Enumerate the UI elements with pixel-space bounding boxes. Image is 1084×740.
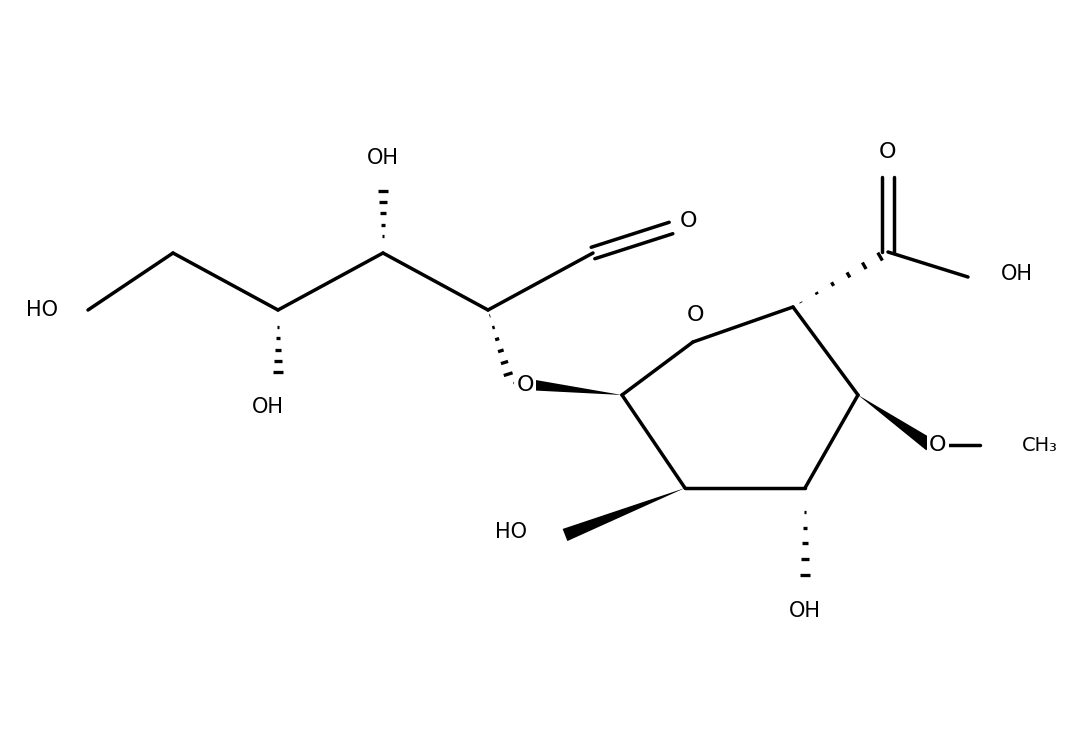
Text: O: O — [687, 305, 705, 325]
Polygon shape — [859, 395, 933, 451]
Text: OH: OH — [1001, 264, 1033, 284]
Polygon shape — [563, 488, 685, 541]
Text: OH: OH — [251, 397, 284, 417]
Text: OH: OH — [367, 148, 399, 168]
Text: O: O — [929, 435, 946, 455]
Text: CH₃: CH₃ — [1022, 436, 1058, 454]
Text: O: O — [879, 142, 896, 162]
Text: O: O — [681, 211, 698, 231]
Text: OH: OH — [789, 601, 821, 621]
Polygon shape — [514, 377, 622, 395]
Text: HO: HO — [26, 300, 59, 320]
Text: HO: HO — [495, 522, 527, 542]
Text: O: O — [516, 375, 533, 395]
